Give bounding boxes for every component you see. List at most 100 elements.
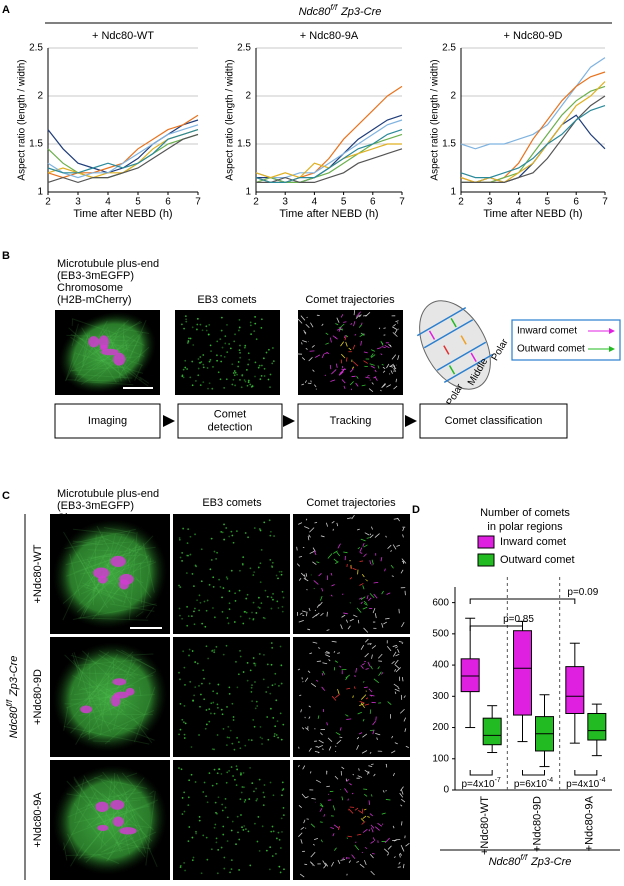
y-tick-label: 2 [37,91,43,102]
trajectory [401,821,403,826]
fiber [86,651,110,671]
trajectory [337,652,341,654]
trajectory [308,747,312,752]
comet [209,358,212,361]
comet [228,343,231,345]
x-tick-label: 2 [45,197,51,208]
p-value: p=0.85 [503,614,534,625]
comet [225,378,228,381]
fiber [73,776,124,852]
comet [186,624,189,627]
comet [184,366,187,369]
micrograph [175,310,280,395]
trajectory [331,584,335,587]
chromosome [88,336,100,348]
comet [220,360,223,363]
fiber [66,661,118,726]
comet [260,602,263,604]
trajectory [304,380,307,384]
trajectory [328,659,331,662]
trajectory [360,538,366,542]
fiber [81,349,87,365]
trajectory [358,809,364,814]
step-box [419,403,568,439]
comet [212,607,214,609]
chromosome [97,824,109,831]
bracket [469,625,523,631]
comet [225,781,228,784]
comet [186,542,189,545]
comet [263,784,266,786]
channel-label: (EB3-3mEGFP) [57,500,134,512]
comet [186,342,189,344]
trajectory [313,580,319,585]
comet [259,378,262,381]
trajectory [352,361,359,367]
trajectory [392,644,398,647]
comet [245,368,248,371]
trajectory [363,553,367,558]
comet [216,354,218,357]
comet [179,866,182,869]
trajectory [395,320,399,323]
genotype-superscript: f/f [520,853,527,862]
trajectory [394,688,400,692]
trajectory [340,359,343,364]
fiber [135,611,144,618]
comet [272,794,275,797]
trajectory [307,670,311,673]
trajectory [402,534,404,538]
trajectory [343,321,347,323]
fiber [98,854,120,865]
comet [239,772,242,774]
comet [279,847,282,849]
comet [270,830,273,833]
comet [186,368,188,370]
comet [254,707,257,710]
comet [236,686,239,689]
fiber [130,714,153,744]
comet [251,700,254,703]
comet [178,538,181,541]
trajectory [380,557,383,562]
comet [228,602,231,605]
fiber [101,536,148,558]
comet [190,773,193,776]
trajectory [325,654,331,658]
comet [252,601,255,604]
trajectory [304,677,309,682]
trajectory [297,318,303,324]
trajectory [365,668,369,670]
p-value: p=6x10-4 [514,777,553,790]
trajectory [360,818,365,822]
p-value-exponent: -4 [599,777,605,784]
comet [195,830,197,833]
comet [247,379,250,382]
chromosome [118,579,130,590]
y-tick-label: 2.5 [29,43,43,54]
comet [255,612,258,614]
trajectory [401,789,404,795]
comet [257,566,260,569]
comet [199,601,202,604]
comet [228,769,230,772]
trajectory [338,326,342,332]
series-line [460,57,606,150]
trajectory [361,574,365,578]
fiber [126,772,138,778]
panel-label: A [2,4,10,16]
comet [277,736,280,739]
genotype-gene: Ndc80 [299,6,332,18]
fiber [74,779,85,821]
trajectory [346,357,348,362]
comet [251,782,254,785]
trajectory [401,560,405,564]
trajectory [320,839,323,843]
trajectory [308,357,313,362]
trajectory [335,561,339,564]
trajectory [381,363,384,366]
trajectory [319,732,323,736]
trajectory [393,683,399,688]
comet [234,600,237,602]
trajectory [339,323,345,329]
